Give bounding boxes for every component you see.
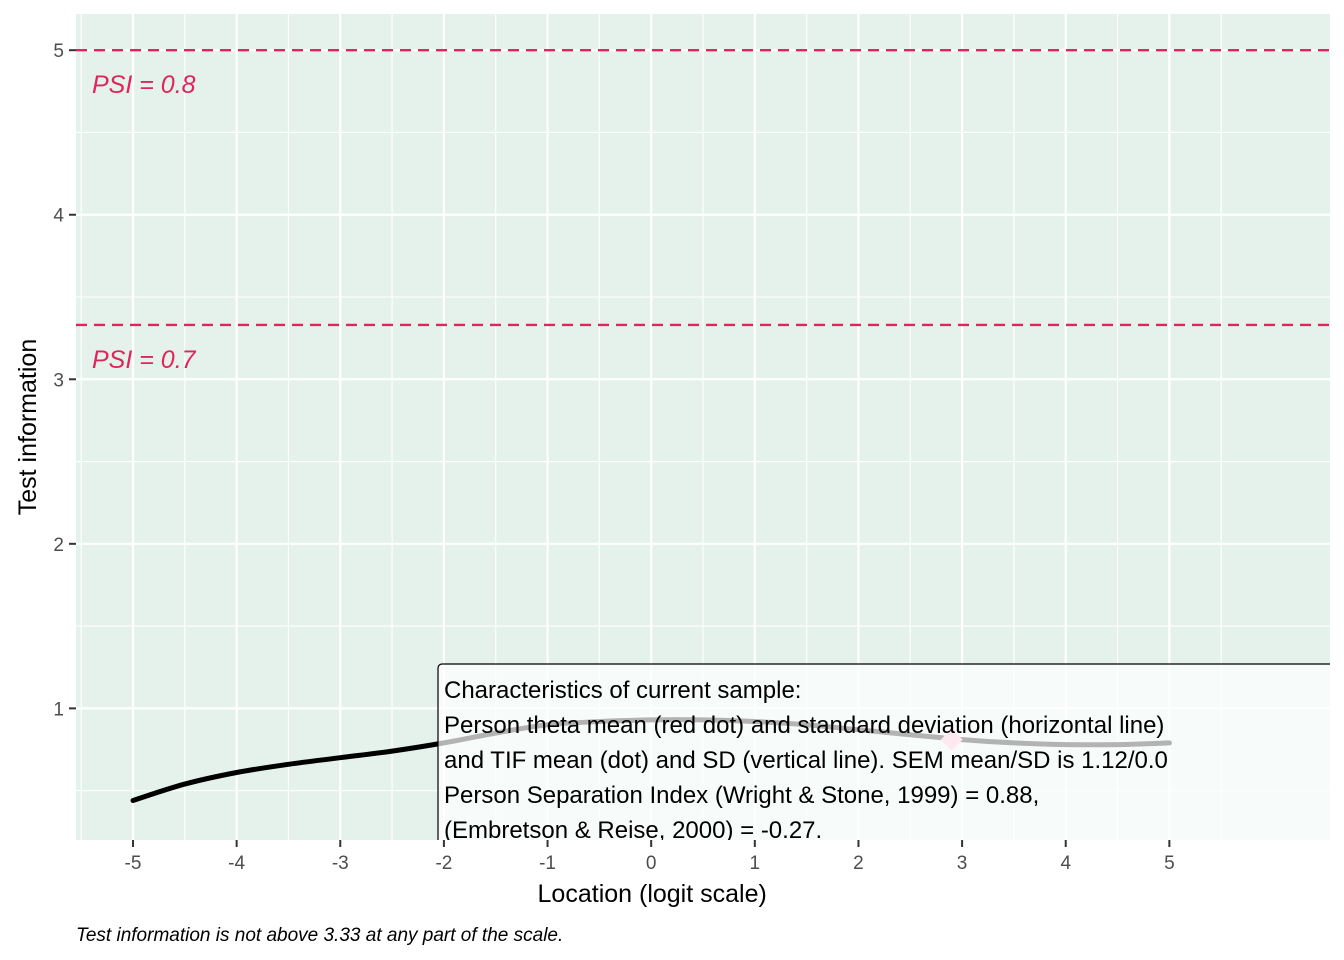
annotation-line: Characteristics of current sample: — [444, 677, 801, 704]
x-axis: -5 -4 -3 -2 -1 0 1 2 3 4 5 — [125, 840, 1175, 874]
y-tick-label: 5 — [53, 41, 64, 62]
x-tick-label: 3 — [957, 853, 968, 874]
y-tick-label: 3 — [53, 370, 64, 391]
x-axis-title: Location (logit scale) — [538, 880, 767, 908]
reference-lines — [76, 48, 1330, 327]
annotation-line: (Embretson & Reise, 2000) = -0.27. — [444, 817, 822, 844]
x-tick-label: -1 — [539, 853, 556, 874]
psi-reference-label: PSI = 0.7 — [92, 346, 197, 374]
x-tick-label: 2 — [853, 853, 864, 874]
y-axis-title: Test information — [14, 339, 42, 515]
annotation-line: Person theta mean (red dot) and standard… — [444, 712, 1164, 739]
y-axis: 1 2 3 4 5 — [53, 41, 76, 720]
x-tick-label: 4 — [1060, 853, 1071, 874]
annotation-line: Person Separation Index (Wright & Stone,… — [444, 782, 1039, 809]
y-tick-label: 1 — [53, 699, 64, 720]
x-tick-label: 1 — [750, 853, 761, 874]
y-tick-label: 4 — [53, 206, 64, 227]
annotation-line: and TIF mean (dot) and SD (vertical line… — [444, 747, 1168, 774]
sample-characteristics-annotation: Characteristics of current sample: Person… — [437, 663, 1330, 844]
x-tick-label: -4 — [228, 853, 245, 874]
psi-reference-label: PSI = 0.8 — [92, 71, 196, 99]
x-tick-label: -5 — [125, 853, 142, 874]
x-tick-label: -3 — [332, 853, 349, 874]
x-tick-label: -2 — [435, 853, 452, 874]
y-tick-label: 2 — [53, 535, 64, 556]
x-tick-label: 5 — [1164, 853, 1175, 874]
chart-caption: Test information is not above 3.33 at an… — [76, 925, 563, 946]
annotation-box — [437, 663, 1330, 840]
x-tick-label: 0 — [646, 853, 657, 874]
reference-labels: PSI = 0.8 PSI = 0.7 — [92, 71, 197, 374]
